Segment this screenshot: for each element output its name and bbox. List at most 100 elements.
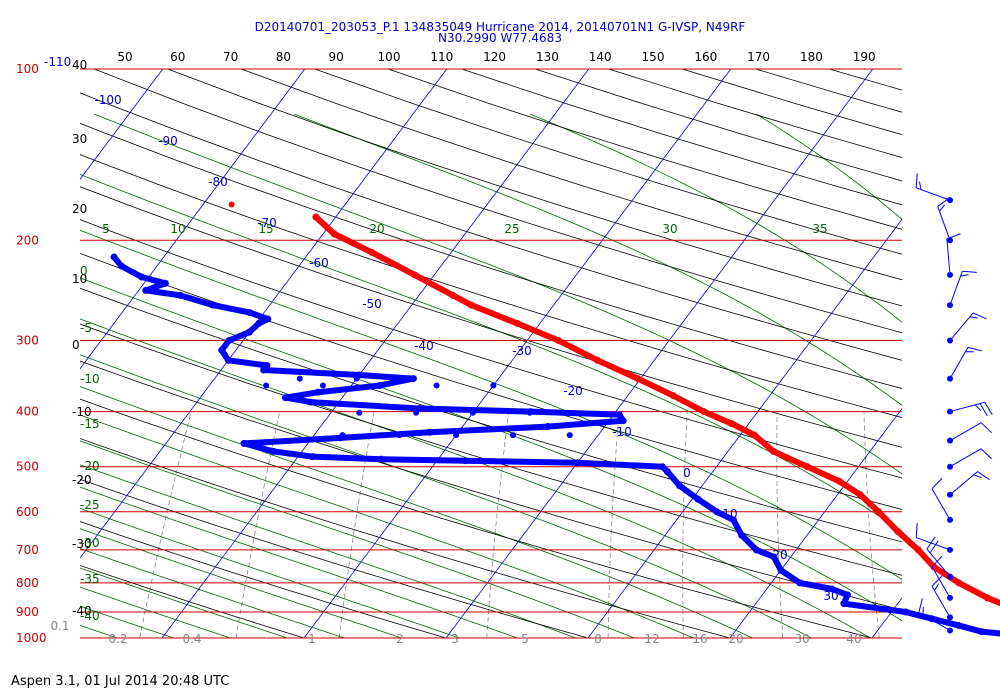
isotherm-label: -80: [208, 175, 228, 189]
temperature-line: [312, 214, 1000, 607]
isotherm-line: [587, 218, 902, 638]
dewpoint-point: [270, 447, 278, 455]
moist-adiabat-label: -30: [80, 536, 100, 550]
wind-barb: [915, 522, 953, 553]
top-axis-label: 100: [378, 50, 401, 64]
isotherms: [80, 69, 902, 638]
top-axis-label: 190: [853, 50, 876, 64]
dewpoint-point: [738, 531, 746, 539]
moist-adiabat-label: -20: [80, 459, 100, 473]
wind-barb-flag: [980, 448, 992, 460]
temperature-point: [513, 319, 521, 327]
dry-adiabat-line: [314, 69, 902, 255]
wind-barb-flag: [972, 312, 987, 320]
mixing-ratio-label: 5: [521, 632, 529, 646]
moist-adiabat-line: [80, 624, 119, 638]
moist-adiabat-line: [80, 318, 872, 638]
dewpoint-point: [544, 423, 552, 431]
dewpoint-point: [828, 585, 836, 593]
dewpoint-scatter-point: [263, 382, 270, 389]
dewpoint-scatter-point: [526, 409, 533, 416]
wind-barb-staff: [926, 548, 951, 577]
height-label: 0: [72, 338, 80, 352]
wind-barb-station: [947, 408, 953, 415]
mixing-ratio-label: 0.1: [50, 619, 69, 633]
moist-adiabat-line: [80, 386, 754, 638]
dry-adiabat-line: [80, 219, 902, 479]
height-label: -20: [72, 473, 92, 487]
top-axis-label: 90: [329, 50, 344, 64]
dewpoint-point: [844, 591, 852, 599]
wind-barb-flag: [946, 233, 961, 240]
height-label: -40: [72, 604, 92, 618]
dewpoint-point: [240, 439, 248, 447]
wind-barb-staff: [916, 537, 951, 551]
dewpoint-point: [264, 315, 272, 323]
isotherm-label: -100: [94, 93, 121, 107]
wind-barb-staff: [937, 206, 951, 241]
dry-adiabat-line: [80, 92, 902, 361]
temperature-point: [894, 528, 902, 536]
temperature-point: [728, 420, 736, 428]
moist-adiabat-line: [80, 507, 461, 638]
dry-adiabat-line: [80, 186, 902, 448]
dewpoint-scatter-point: [356, 409, 363, 416]
dewpoint-scatter-point: [410, 375, 417, 382]
temperature-point: [983, 594, 991, 602]
dewpoint-point: [840, 600, 848, 608]
dewpoint-point: [138, 273, 146, 281]
temperature-point: [594, 356, 602, 364]
dewpoint-scatter-point: [296, 375, 303, 382]
wind-barb-flag: [967, 346, 983, 352]
mixing-ratio-label: 3: [451, 632, 459, 646]
isotherm-label: -40: [414, 339, 434, 353]
dewpoint-point: [218, 346, 226, 354]
wind-barb: [947, 448, 992, 470]
top-axis-label: 160: [694, 50, 717, 64]
moist-adiabat-label: 25: [504, 222, 519, 236]
dewpoint-point: [954, 621, 962, 629]
top-axis-label: 50: [117, 50, 132, 64]
isotherm-label: -10: [612, 425, 632, 439]
chart-title-line-1: D20140701_203053_P.1 134835049 Hurricane…: [254, 20, 746, 34]
dry-adiabat-line: [80, 438, 731, 638]
isotherm-line: [80, 69, 306, 370]
wind-barb-staff: [949, 401, 985, 413]
dewpoint-point: [117, 262, 125, 270]
wind-barb-staff: [949, 471, 978, 496]
pressure-label: 200: [16, 233, 39, 247]
chart-title-line-2: N30.2990 W77.4683: [438, 31, 562, 45]
wind-barb: [931, 575, 953, 621]
wind-barb-station: [947, 573, 953, 580]
wind-barb-flag: [929, 540, 939, 554]
mixing-ratio-label: 0.2: [108, 632, 127, 646]
wind-barb-station: [947, 463, 953, 470]
dry-adiabat-line: [80, 564, 305, 638]
isotherm-label: -30: [512, 344, 532, 358]
dewpoint-point: [314, 388, 322, 396]
moist-adiabat-line: [80, 414, 695, 638]
temperature-point: [330, 230, 338, 238]
wind-barb-flag: [931, 555, 943, 568]
dewpoint-point: [307, 398, 315, 406]
wind-barb-staff: [949, 448, 982, 468]
wind-barb-flag: [937, 197, 950, 207]
mixing-ratio-label: 20: [728, 632, 743, 646]
wind-barb-flag: [969, 316, 978, 319]
moist-adiabat-line: [293, 113, 902, 406]
dry-adiabat-line: [80, 521, 447, 638]
dewpoint-point: [796, 579, 804, 587]
wind-barb-flag: [915, 173, 918, 188]
top-axis-label: 110: [430, 50, 453, 64]
dry-adiabat-line: [80, 478, 589, 638]
temperature-point: [449, 291, 457, 299]
mixing-ratio-label: 2: [396, 632, 404, 646]
moist-adiabat-label: 15: [258, 222, 273, 236]
moist-adiabat-label: 0: [80, 264, 88, 278]
moist-adiabat-label: 30: [662, 222, 677, 236]
moist-adiabat-line: [80, 528, 403, 638]
dewpoint-point: [282, 394, 290, 402]
moist-adiabat-line: [80, 548, 346, 638]
moist-adiabat-line: [94, 113, 902, 475]
